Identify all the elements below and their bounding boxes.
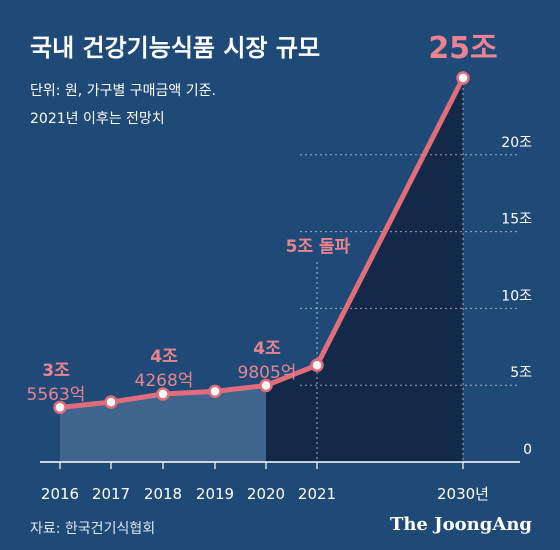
- data-point-6: [456, 71, 470, 85]
- data-point-2: [156, 387, 170, 401]
- chart-title: 국내 건강기능식품 시장 규모: [30, 34, 321, 62]
- data-label-2: 4조: [150, 347, 178, 367]
- x-tick-label-5: 2021: [298, 485, 336, 503]
- x-tick-label-6: 2030년: [437, 485, 489, 503]
- data-label-5: 5조 돌파: [286, 237, 351, 257]
- data-label-value-2: 4268억: [135, 371, 194, 391]
- source-note: 자료: 한국건기식협회: [30, 521, 156, 537]
- x-tick-label-0: 2016: [41, 485, 79, 503]
- x-tick-label-2: 2018: [144, 485, 182, 503]
- y-tick-label-10: 10조: [501, 288, 532, 304]
- data-label-4: 4조: [253, 339, 281, 359]
- x-tick-label-3: 2019: [196, 485, 234, 503]
- data-point-5: [310, 358, 324, 372]
- y-tick-label-20: 20조: [501, 135, 532, 151]
- data-label-6: 25조: [428, 31, 497, 66]
- unit-note: 단위: 원, 가구별 구매금액 기준.: [30, 83, 216, 99]
- data-point-0: [53, 400, 67, 415]
- data-point-4: [259, 378, 273, 393]
- data-point-1: [104, 395, 118, 409]
- forecast-note: 2021년 이후는 전망치: [30, 111, 165, 127]
- y-tick-label-0: 0: [523, 442, 532, 458]
- data-label-value-4: 9805억: [238, 363, 297, 383]
- data-point-3: [208, 384, 222, 399]
- x-tick-label-4: 2020: [247, 485, 285, 503]
- x-tick-label-1: 2017: [92, 485, 130, 503]
- data-label-0: 3조: [42, 361, 70, 381]
- y-tick-label-5: 5조: [510, 365, 532, 381]
- y-tick-label-15: 15조: [501, 212, 532, 228]
- publisher-logo: The JoongAng: [389, 514, 532, 535]
- data-label-value-0: 5563억: [27, 385, 86, 405]
